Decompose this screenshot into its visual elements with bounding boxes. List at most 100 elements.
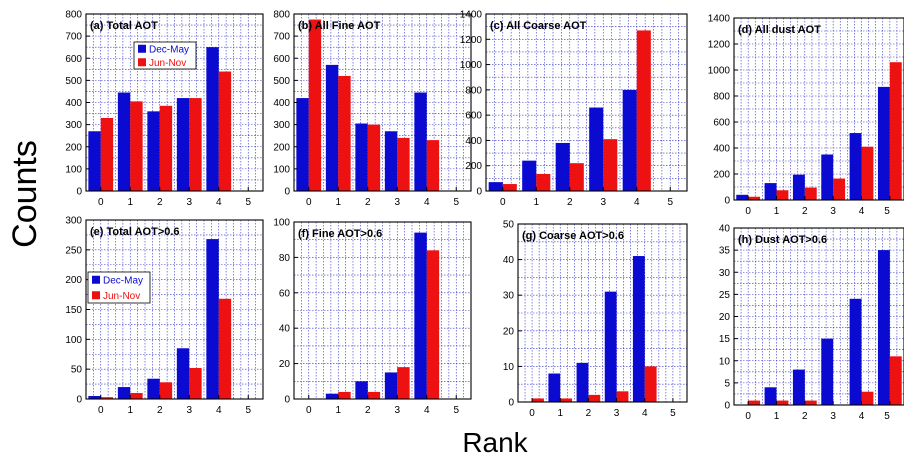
x-tick-label: 0: [98, 405, 104, 416]
y-tick-label: 300: [65, 120, 82, 131]
bar-dec-may: [384, 372, 398, 399]
bar-dec-may: [576, 362, 589, 402]
bar-jun-nov: [776, 190, 789, 200]
x-tick-label: 0: [306, 405, 312, 416]
y-tick-label: 800: [273, 10, 290, 21]
bar-jun-nov: [367, 124, 381, 191]
x-tick-label: 2: [586, 408, 592, 419]
bar-dec-may: [821, 338, 834, 405]
y-tick-label: 600: [273, 54, 290, 65]
y-tick-label: 0: [508, 398, 514, 409]
x-tick-label: 2: [365, 405, 371, 416]
y-tick-label: 500: [273, 76, 290, 87]
bar-dec-may: [849, 298, 862, 405]
x-tick-label: 4: [634, 197, 640, 208]
y-axis-label: Counts: [6, 140, 44, 248]
y-tick-label: 600: [65, 54, 82, 65]
bar-jun-nov: [397, 137, 410, 191]
y-tick-label: 400: [713, 144, 730, 155]
x-tick-label: 1: [335, 197, 341, 208]
bar-jun-nov: [367, 391, 381, 399]
bar-jun-nov: [776, 400, 789, 405]
x-tick-label: 2: [802, 206, 808, 217]
y-tick-label: 0: [76, 395, 82, 406]
plot-frame: [733, 17, 904, 201]
bar-dec-may: [877, 86, 890, 200]
bar-dec-may: [384, 131, 398, 191]
panel-title: (a) Total AOT: [90, 20, 158, 32]
y-tick-label: 50: [71, 365, 83, 376]
x-tick-label: 2: [157, 197, 163, 208]
y-tick-label: 1400: [460, 10, 483, 21]
x-tick-label: 5: [884, 206, 890, 217]
x-tick-label: 0: [306, 197, 312, 208]
bar-dec-may: [355, 123, 368, 191]
x-tick-label: 1: [557, 408, 563, 419]
bar-dec-may: [548, 373, 561, 402]
y-tick-label: 250: [65, 245, 82, 256]
bar-dec-may: [792, 174, 805, 200]
x-tick-label: 1: [335, 405, 341, 416]
y-tick-label: 800: [713, 92, 730, 103]
y-tick-label: 80: [279, 253, 291, 264]
bar-dec-may: [117, 387, 131, 399]
x-tick-label: 5: [245, 405, 251, 416]
grid: [518, 224, 687, 402]
x-tick-label: 3: [186, 197, 192, 208]
y-tick-label: 200: [273, 142, 290, 153]
y-tick-label: 150: [65, 305, 82, 316]
x-tick-label: 5: [667, 197, 673, 208]
panel-title: (e) Total AOT>0.6: [90, 226, 180, 238]
bar-jun-nov: [100, 117, 114, 191]
x-tick-label: 4: [424, 405, 430, 416]
y-tick-label: 1000: [708, 66, 731, 77]
bar-jun-nov: [536, 173, 551, 191]
bar-jun-nov: [532, 398, 544, 402]
y-tick-label: 30: [719, 268, 731, 279]
x-tick-label: 4: [216, 197, 222, 208]
y-tick-label: 300: [65, 216, 82, 227]
y-tick-label: 0: [284, 187, 290, 198]
y-tick-label: 100: [273, 164, 290, 175]
bar-dec-may: [792, 369, 805, 405]
x-tick-label: 2: [802, 411, 808, 422]
bar-jun-nov: [159, 382, 173, 399]
grid: [734, 18, 904, 200]
x-tick-label: 4: [424, 197, 430, 208]
x-tick-label: 5: [884, 411, 890, 422]
bar-dec-may: [764, 183, 777, 200]
grid: [294, 222, 471, 399]
bar-dec-may: [325, 64, 339, 191]
bar-dec-may: [632, 256, 645, 402]
bar-dec-may: [117, 92, 131, 191]
y-tick-label: 25: [719, 290, 731, 301]
bars: [325, 232, 440, 399]
bar-dec-may: [88, 131, 101, 191]
y-tick-label: 0: [284, 395, 290, 406]
x-tick-label: 3: [614, 408, 620, 419]
y-tick-label: 1200: [460, 35, 483, 46]
x-tick-label: 5: [453, 405, 459, 416]
bar-jun-nov: [130, 101, 143, 191]
bar-dec-may: [555, 142, 570, 191]
panel-e: 0 50 100 150 200 250 300 0 1 2 3 4 5 (e) Total AOT>0.…: [65, 216, 264, 416]
bar-dec-may: [821, 154, 834, 200]
bar-jun-nov: [426, 140, 440, 191]
x-tick-label: 4: [216, 405, 222, 416]
y-tick-label: 60: [279, 288, 291, 299]
bar-dec-may: [736, 194, 749, 200]
y-tick-label: 100: [273, 218, 290, 229]
bar-dec-may: [296, 98, 309, 191]
plot-frame: [485, 13, 688, 192]
bar-jun-nov: [588, 394, 601, 402]
bar-jun-nov: [560, 398, 573, 402]
bar-dec-may: [414, 92, 427, 191]
y-tick-label: 20: [503, 326, 515, 337]
bar-jun-nov: [218, 298, 232, 399]
y-tick-label: 1400: [708, 14, 731, 25]
bar-jun-nov: [804, 400, 817, 405]
panel-title: (b) All Fine AOT: [298, 20, 381, 32]
y-tick-label: 400: [273, 98, 290, 109]
bar-dec-may: [176, 348, 190, 399]
